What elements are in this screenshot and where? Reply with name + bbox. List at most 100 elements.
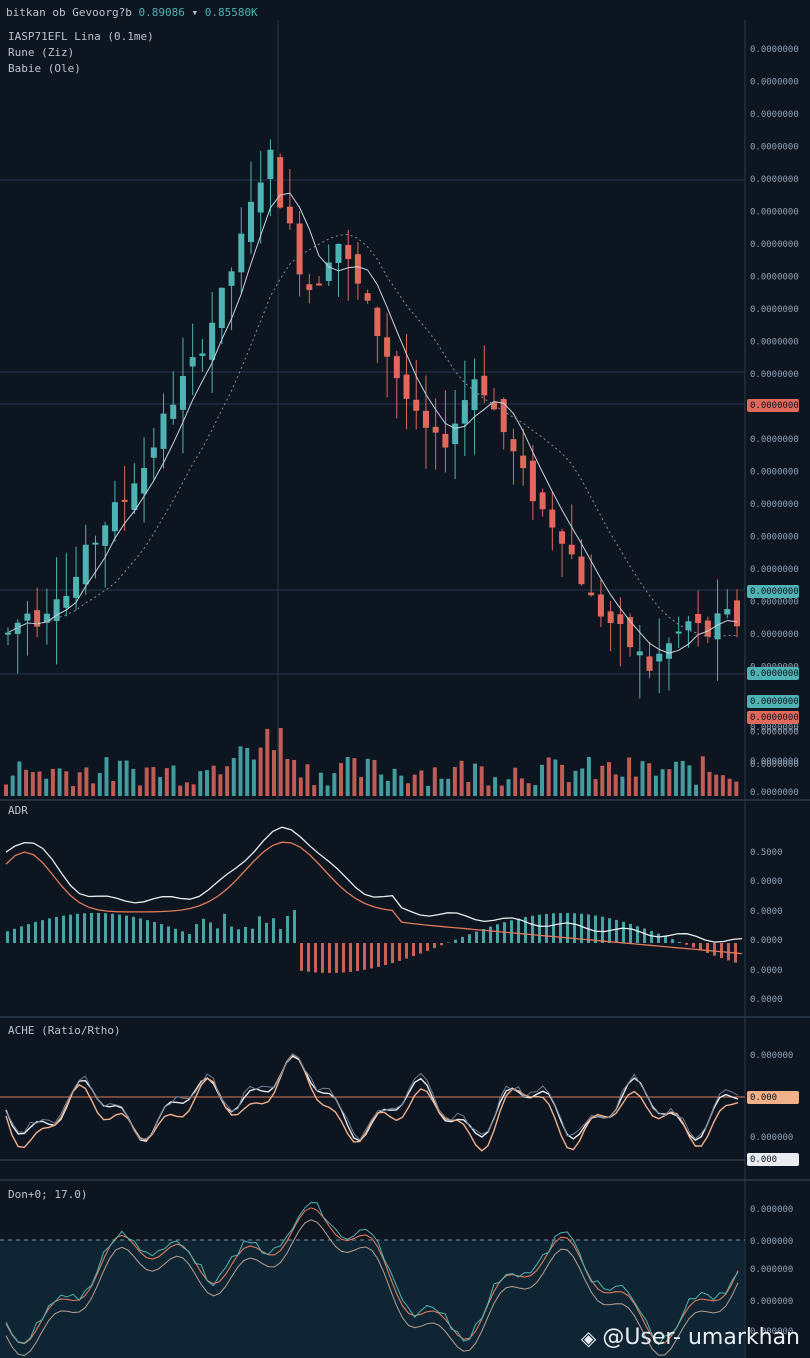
macd-histogram-bar [657,933,660,943]
volume-bar [560,764,565,796]
volume-bar [305,764,310,796]
price-tag: 0.0000000 [750,669,799,679]
stoch-tick-label: 0.000000 [750,1205,793,1215]
macd-histogram-bar [468,934,471,943]
stoch-tick-label: 0.000000 [750,1265,793,1275]
price-tag: 0.0000000 [750,713,799,723]
macd-histogram-bar [20,926,23,943]
volume-bar [17,761,22,796]
macd-histogram-bar [146,920,149,943]
macd-histogram-bar [132,916,135,943]
volume-bar [385,780,390,796]
price-tag: 0.0000000 [750,587,799,597]
price-tick-label: 0.0000000 [750,565,799,575]
macd-histogram-bar [174,928,177,943]
macd-histogram-bar [671,939,674,943]
macd-tick-label: 0.5000 [750,848,783,858]
volume-bar [607,762,611,796]
volume-bar [473,763,477,796]
price-tick-label: 0.0000000 [750,110,799,120]
macd-histogram-bar [370,943,373,969]
volume-bar [486,785,491,796]
candle-body [413,399,420,411]
volume-bar [272,750,276,796]
price-tick-label: 0.0000000 [750,143,799,153]
macd-histogram-bar [216,928,219,943]
volume-bar [533,785,538,796]
candle-body [714,613,721,640]
macd-histogram-bar [279,929,282,943]
price-tag-bg [747,585,799,598]
volume-bar [225,766,230,796]
candle-body [296,223,303,275]
volume-bar [727,778,732,796]
title-separator: ▾ [191,6,199,19]
macd-histogram-bar [328,943,331,973]
macd-histogram-bar [286,915,289,943]
volume-bar [117,760,122,796]
oscillator-line-3 [5,1053,739,1141]
macd-histogram-bar [601,916,604,943]
macd-histogram-bar [454,939,457,943]
candle-body [43,613,50,623]
volume-bar [506,779,511,796]
macd-histogram-bar [237,929,240,943]
candle-body [267,149,274,179]
candle-body [588,592,595,596]
candle-body [549,509,556,528]
candle-body [24,613,31,621]
price-tick-label: 0.0000000 [750,208,799,218]
candle-body [734,600,740,627]
macd-histogram-bar [349,943,352,972]
volume-bar [37,771,42,796]
volume-bar [111,780,116,796]
volume-bar [144,767,149,796]
volume-bar [50,768,55,796]
macd-histogram-bar [538,914,541,943]
volume-bar [459,760,464,796]
price-tick-label: 0.0000000 [750,500,799,510]
candle-body [325,262,332,281]
macd-histogram-bar [559,913,562,943]
stoch-tick-label: 0.000000 [750,1237,793,1247]
candle-body [617,614,624,624]
price-tag-bg [747,399,799,412]
volume-bar [399,775,404,796]
volume-bar [365,758,370,796]
volume-bar [667,769,672,796]
volume-bar [184,782,189,796]
candle-body [131,483,138,510]
volume-bar [700,756,705,796]
volume-tick-label: 0.0000000 [750,788,799,798]
volume-bar [339,763,343,796]
volume-bar [218,774,223,796]
volume-bar [513,767,518,796]
volume-bar [439,778,444,796]
candlesticks [5,139,740,699]
candle-body [539,492,546,510]
macd-histogram-bar [90,913,93,943]
volume-bar [292,759,297,796]
candle-body [481,375,488,396]
price-tick-label: 0.0000000 [750,45,799,55]
macd-histogram-bar [27,924,30,943]
candle-body [160,413,167,449]
candle-body [306,284,313,291]
candle-body [461,400,468,424]
volume-bar [526,783,531,796]
macd-histogram-bar [573,913,576,943]
macd-histogram-bar [461,936,464,943]
candle-body [656,653,663,662]
candle-body [121,499,128,502]
macd-histogram-bar [230,926,233,943]
price-tag-bg [747,695,799,708]
candle-body [34,610,41,627]
candle-body [354,254,361,284]
price-tick-label: 0.0000000 [750,728,799,738]
macd-label: ADR [8,804,28,817]
volume-bar [30,772,35,796]
volume-bar [211,765,216,796]
volume-bar [10,775,15,796]
title-value-1: 0.89086 [138,6,185,19]
